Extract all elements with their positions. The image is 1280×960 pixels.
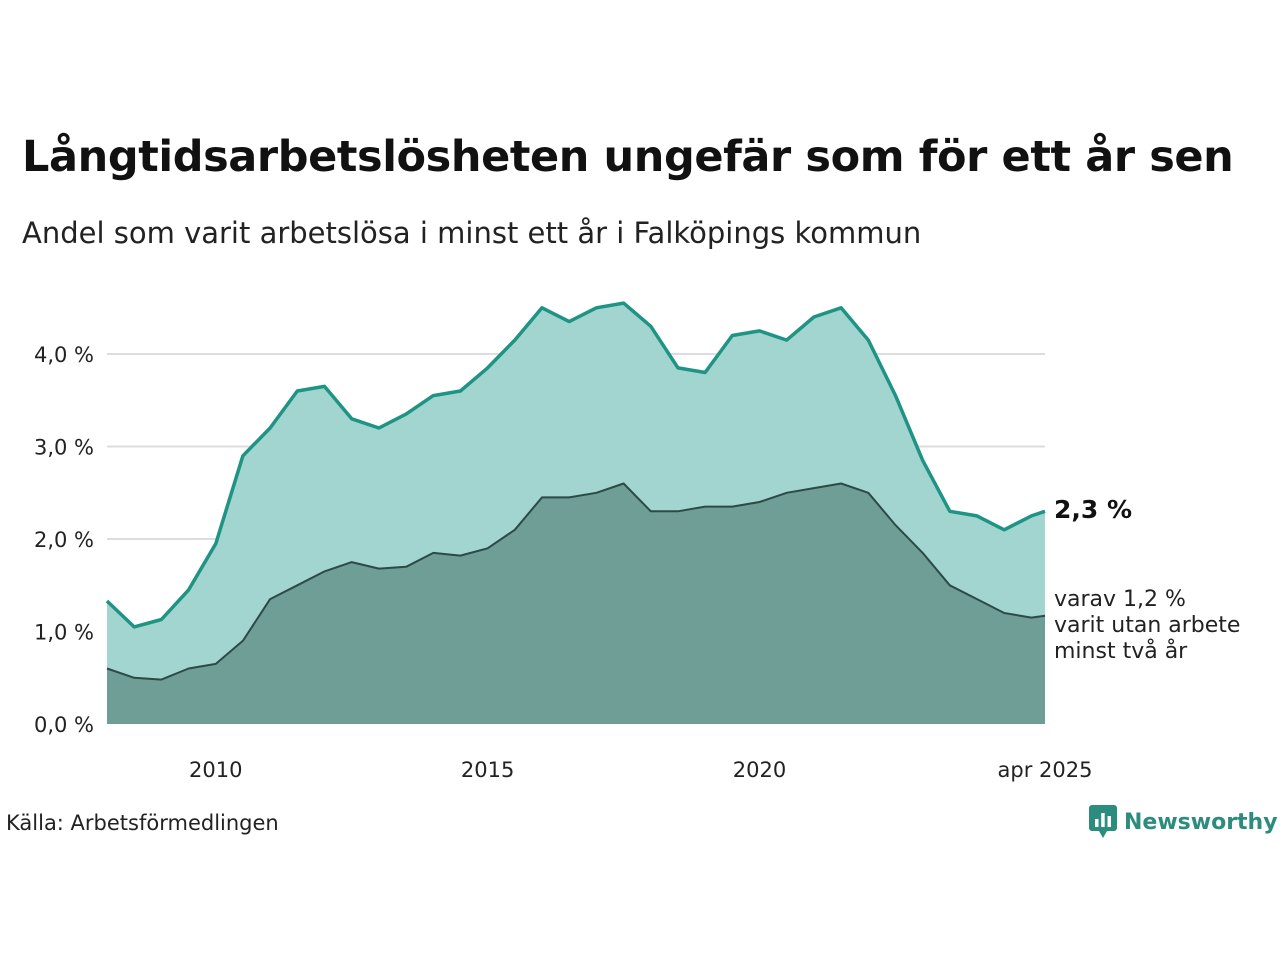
y-tick-label: 2,0 % [34, 528, 94, 552]
newsworthy-logo[interactable]: Newsworthy [1088, 804, 1278, 840]
y-tick-label: 4,0 % [34, 343, 94, 367]
line-two-years-unemployed [106, 482, 1046, 681]
y-tick-label: 0,0 % [34, 713, 94, 737]
y-tick-label: 1,0 % [34, 621, 94, 645]
note-line-3: minst två år [1054, 638, 1188, 664]
x-tick-label: 2010 [189, 758, 242, 782]
source-text: Källa: Arbetsförmedlingen [6, 811, 279, 835]
note-line-2: varit utan arbete [1054, 613, 1240, 638]
newsworthy-logo-icon [1089, 805, 1117, 838]
chart-subtitle: Andel som varit arbetslösa i minst ett å… [22, 216, 922, 250]
x-tick-label: apr 2025 [998, 758, 1093, 782]
newsworthy-logo-text: Newsworthy [1124, 809, 1278, 835]
y-tick-label: 3,0 % [34, 436, 94, 460]
end-value-label: 2,3 % [1054, 495, 1132, 524]
note-line-1: varav 1,2 % [1054, 587, 1186, 612]
y-axis-ticks: 0,0 % 1,0 % 2,0 % 3,0 % 4,0 % [34, 343, 94, 737]
line-total-long-term-unemployed [105, 301, 1046, 629]
x-tick-label: 2020 [733, 758, 786, 782]
chart-title: Långtidsarbetslösheten ungefär som för e… [22, 132, 1234, 182]
area-two-years-unemployed [107, 483, 1045, 724]
x-tick-label: 2015 [461, 758, 514, 782]
x-axis-ticks: 2010 2015 2020 apr 2025 [189, 758, 1092, 782]
